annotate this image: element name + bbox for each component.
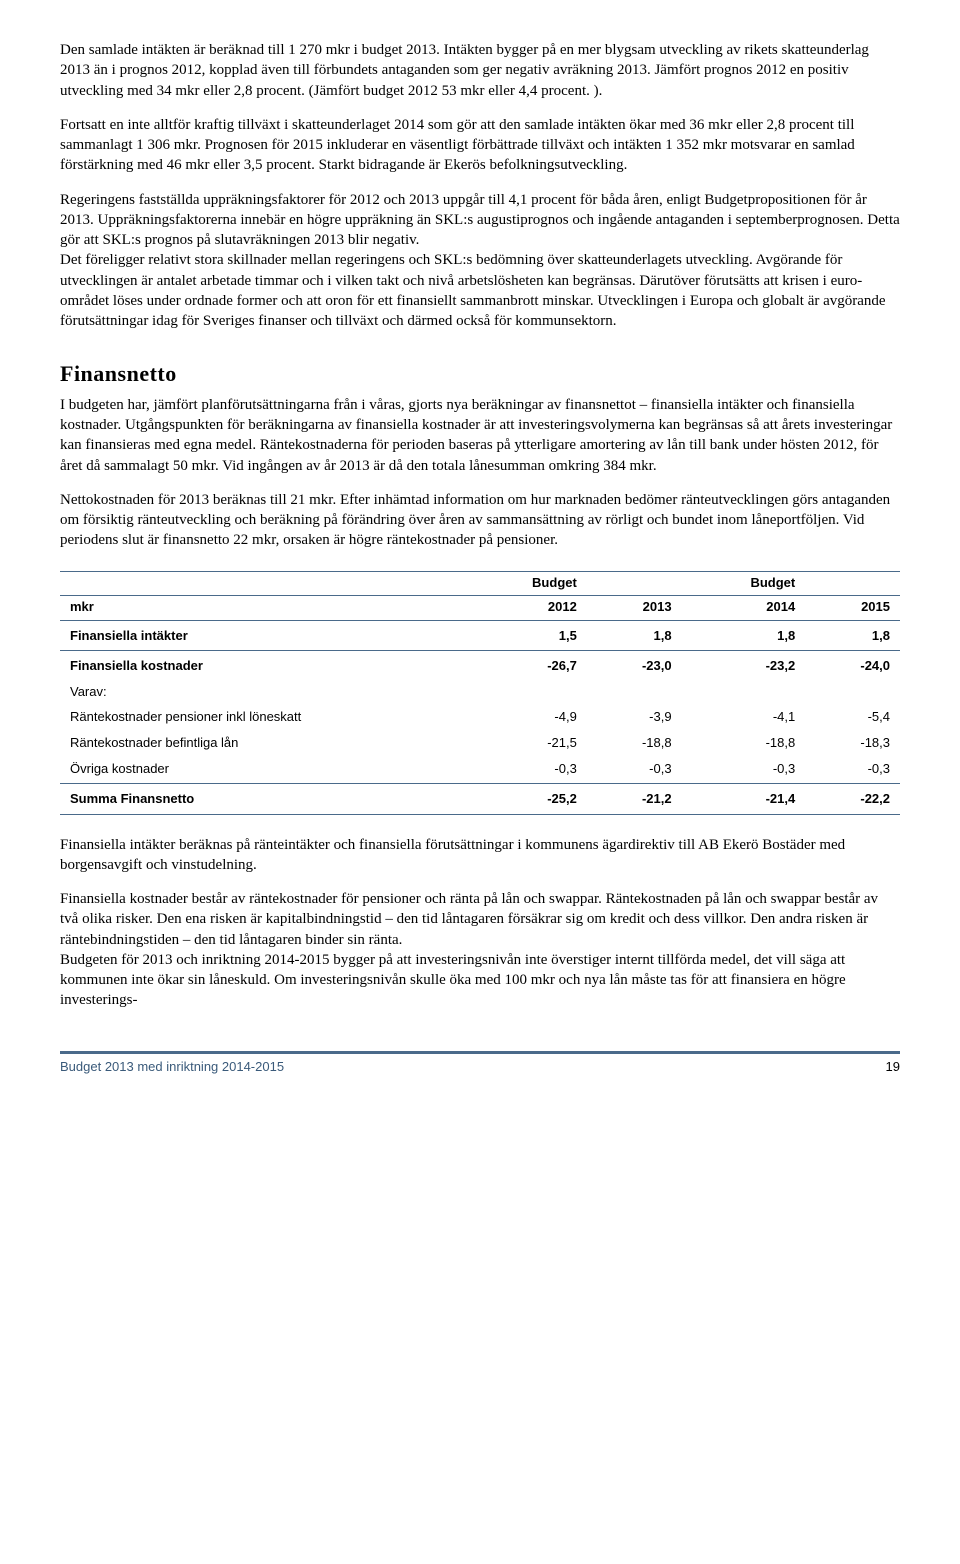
cell-value: -4,9: [463, 704, 587, 730]
body-paragraph: Nettokostnaden för 2013 beräknas till 21…: [60, 490, 900, 551]
table-row: Finansiella intäkter1,51,81,81,8: [60, 620, 900, 651]
cell-value: -22,2: [805, 784, 900, 815]
cell-value: [463, 679, 587, 705]
page-footer: Budget 2013 med inriktning 2014-2015 19: [60, 1051, 900, 1076]
body-paragraph: I budgeten har, jämfört planförutsättnin…: [60, 395, 900, 476]
finansnetto-table: Budget Budget mkr 2012 2013 2014 2015 Fi…: [60, 571, 900, 815]
cell-value: -21,4: [682, 784, 806, 815]
col-header: Budget: [682, 571, 806, 596]
col-header: mkr: [60, 596, 463, 621]
cell-value: -24,0: [805, 651, 900, 679]
body-paragraph: Finansiella intäkter beräknas på räntein…: [60, 835, 900, 876]
footer-title: Budget 2013 med inriktning 2014-2015: [60, 1058, 284, 1076]
cell-value: 1,5: [463, 620, 587, 651]
body-paragraph: Fortsatt en inte alltför kraftig tillväx…: [60, 115, 900, 176]
cell-value: -23,2: [682, 651, 806, 679]
cell-value: 1,8: [805, 620, 900, 651]
row-label: Varav:: [60, 679, 463, 705]
cell-value: -23,0: [587, 651, 682, 679]
cell-value: -4,1: [682, 704, 806, 730]
row-label: Finansiella intäkter: [60, 620, 463, 651]
heading-finansnetto: Finansnetto: [60, 359, 900, 389]
body-paragraph: Finansiella kostnader består av räntekos…: [60, 889, 900, 950]
body-paragraph: Regeringens fastställda uppräkningsfakto…: [60, 190, 900, 251]
cell-value: -0,3: [587, 756, 682, 784]
body-paragraph: Det föreligger relativt stora skillnader…: [60, 250, 900, 331]
col-header: 2012: [463, 596, 587, 621]
cell-value: -5,4: [805, 704, 900, 730]
row-label: Summa Finansnetto: [60, 784, 463, 815]
cell-value: -0,3: [805, 756, 900, 784]
table-row: Finansiella kostnader-26,7-23,0-23,2-24,…: [60, 651, 900, 679]
col-header: 2015: [805, 596, 900, 621]
cell-value: -21,5: [463, 730, 587, 756]
cell-value: -18,3: [805, 730, 900, 756]
col-header: [805, 571, 900, 596]
cell-value: -18,8: [682, 730, 806, 756]
cell-value: -25,2: [463, 784, 587, 815]
cell-value: [682, 679, 806, 705]
body-paragraph: Budgeten för 2013 och inriktning 2014-20…: [60, 950, 900, 1011]
cell-value: -26,7: [463, 651, 587, 679]
table-row: Varav:: [60, 679, 900, 705]
col-header: [587, 571, 682, 596]
table-row: Räntekostnader befintliga lån-21,5-18,8-…: [60, 730, 900, 756]
col-header: 2014: [682, 596, 806, 621]
table-row: Räntekostnader pensioner inkl löneskatt-…: [60, 704, 900, 730]
row-label: Räntekostnader befintliga lån: [60, 730, 463, 756]
row-label: Övriga kostnader: [60, 756, 463, 784]
row-label: Finansiella kostnader: [60, 651, 463, 679]
col-header: 2013: [587, 596, 682, 621]
cell-value: 1,8: [587, 620, 682, 651]
cell-value: -0,3: [463, 756, 587, 784]
cell-value: -0,3: [682, 756, 806, 784]
cell-value: -18,8: [587, 730, 682, 756]
cell-value: [805, 679, 900, 705]
cell-value: -3,9: [587, 704, 682, 730]
cell-value: 1,8: [682, 620, 806, 651]
body-paragraph: Den samlade intäkten är beräknad till 1 …: [60, 40, 900, 101]
col-header: [60, 571, 463, 596]
table-sum-row: Summa Finansnetto-25,2-21,2-21,4-22,2: [60, 784, 900, 815]
page-number: 19: [886, 1058, 900, 1076]
data-table: Budget Budget mkr 2012 2013 2014 2015 Fi…: [60, 571, 900, 815]
cell-value: -21,2: [587, 784, 682, 815]
table-row: Övriga kostnader-0,3-0,3-0,3-0,3: [60, 756, 900, 784]
col-header: Budget: [463, 571, 587, 596]
row-label: Räntekostnader pensioner inkl löneskatt: [60, 704, 463, 730]
cell-value: [587, 679, 682, 705]
